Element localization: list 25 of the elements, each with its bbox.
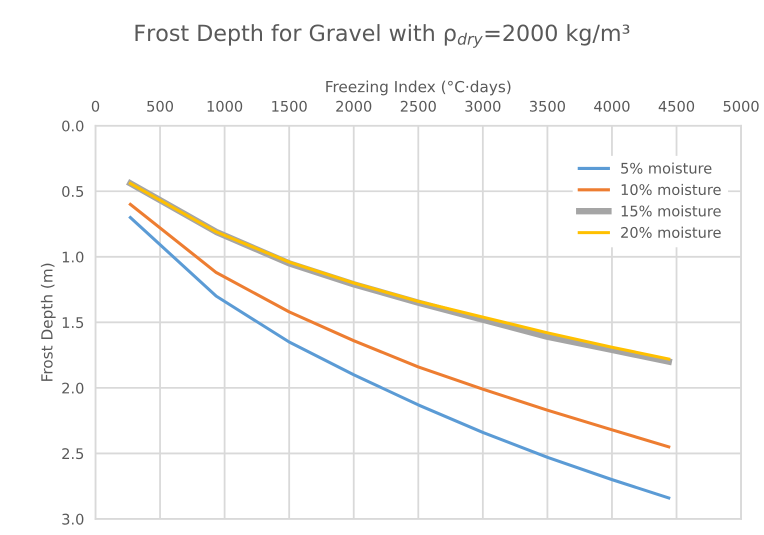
x-tick-label: 0: [92, 100, 100, 112]
legend-label: 5% moisture: [621, 162, 712, 174]
x-tick-label: 4000: [594, 100, 630, 112]
y-tick-label: 0.0: [62, 120, 84, 132]
x-tick-label: 3000: [465, 100, 500, 112]
y-tick-label: 1.0: [62, 252, 84, 263]
y-tick-label: 1.5: [62, 317, 84, 328]
x-tick-label: 1000: [208, 100, 242, 112]
x-tick-label: 2500: [400, 100, 436, 112]
legend-label: 15% moisture: [622, 205, 721, 217]
y-tick-label: 0.5: [62, 186, 84, 198]
legend-label: 10% moisture: [622, 184, 721, 196]
y-tick-label: 2.5: [62, 448, 84, 460]
x-axis-title: Freezing Index (°C·days): [326, 80, 510, 96]
legend-label: 20% moisture: [621, 226, 721, 238]
x-tick-label: 500: [147, 100, 174, 112]
chart-title: Frost Depth for Gravel with ρ$_{dry}$=2000 kg/m³: [136, 24, 630, 48]
y-axis-title: Frost Depth (m): [40, 264, 56, 381]
x-tick-label: 2000: [336, 100, 372, 112]
x-tick-label: 3500: [530, 100, 565, 112]
y-tick-label: 2.0: [62, 382, 84, 394]
x-tick-label: 4500: [658, 100, 694, 112]
x-tick-label: 1500: [272, 100, 307, 112]
y-tick-label: 3.0: [62, 514, 84, 525]
x-tick-label: 5000: [724, 100, 759, 112]
